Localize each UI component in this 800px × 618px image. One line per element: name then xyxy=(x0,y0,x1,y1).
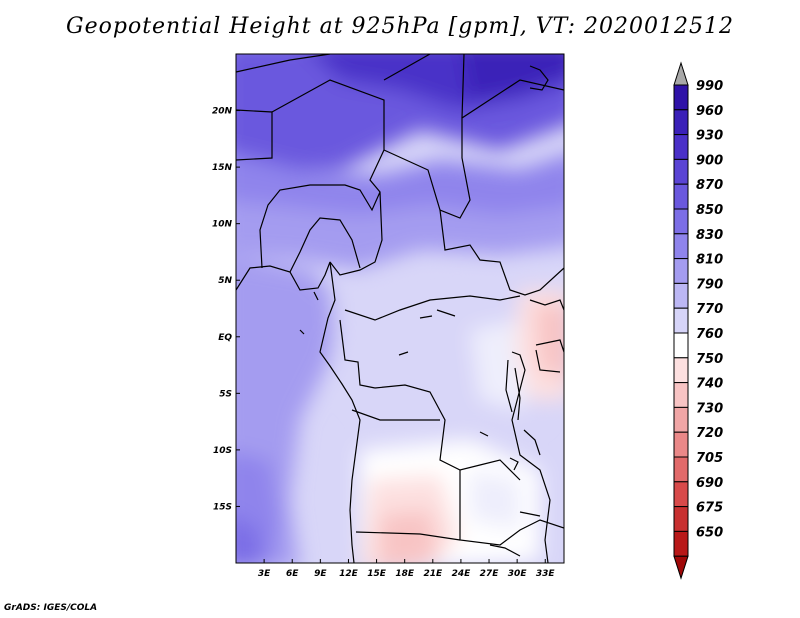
colorbar-label: 705 xyxy=(696,451,723,466)
colorbar-swatch xyxy=(673,84,689,111)
colorbar-label: 770 xyxy=(696,302,723,317)
colorbar-label: 830 xyxy=(696,228,723,243)
y-tick-label: 10S xyxy=(213,446,232,456)
colorbar-swatch xyxy=(673,183,689,210)
colorbar-swatch xyxy=(673,282,689,309)
x-axis: 3E 6E 9E 12E 15E 18E 21E 24E 27E 30E 33E xyxy=(258,559,556,579)
colorbar-swatch xyxy=(673,134,689,160)
colorbar: 990 960 930 900 870 850 830 810 790 770 760 750 740 7… xyxy=(673,61,723,580)
colorbar-label: 650 xyxy=(696,525,723,540)
y-tick-label: EQ xyxy=(218,333,232,343)
x-tick-label: 12E xyxy=(339,569,359,579)
x-tick-label: 9E xyxy=(314,569,327,579)
x-tick-label: 21E xyxy=(423,569,443,579)
x-tick-label: 30E xyxy=(508,569,528,579)
colorbar-swatch xyxy=(673,233,689,260)
colorbar-bottom-arrow xyxy=(673,555,689,580)
y-tick-label: 15N xyxy=(212,163,233,173)
colorbar-swatch xyxy=(673,530,689,557)
colorbar-swatch xyxy=(673,258,689,284)
y-tick-label: 10N xyxy=(212,220,233,230)
colorbar-label: 850 xyxy=(696,203,723,218)
colorbar-label: 760 xyxy=(696,327,723,342)
colorbar-label: 740 xyxy=(696,377,723,392)
colorbar-top-arrow xyxy=(673,61,689,86)
y-tick-label: 20N xyxy=(212,107,233,117)
y-tick-label: 15S xyxy=(213,502,232,512)
y-tick-label: 5N xyxy=(218,276,232,286)
x-tick-label: 33E xyxy=(536,569,556,579)
colorbar-label: 870 xyxy=(696,178,723,193)
colorbar-label: 960 xyxy=(696,104,723,119)
height-field xyxy=(236,54,564,563)
colorbar-label: 750 xyxy=(696,352,723,367)
y-axis: 20N 15N 10N 5N EQ 5S 10S 15S xyxy=(212,107,240,512)
chart-title: Geopotential Height at 925hPa [gpm], VT:… xyxy=(66,14,734,39)
colorbar-label: 690 xyxy=(696,476,723,491)
colorbar-swatch xyxy=(673,208,689,235)
colorbar-label: 730 xyxy=(696,401,723,416)
colorbar-swatch xyxy=(673,357,689,384)
colorbar-label: 720 xyxy=(696,426,723,441)
colorbar-swatch xyxy=(673,109,689,136)
colorbar-swatch xyxy=(673,307,689,334)
colorbar-label: 675 xyxy=(696,501,723,516)
map-frame xyxy=(235,53,565,564)
colorbar-swatch xyxy=(673,158,689,185)
colorbar-label: 810 xyxy=(696,253,723,268)
country-borders xyxy=(236,54,564,563)
x-tick-label: 6E xyxy=(286,569,299,579)
colorbar-label: 900 xyxy=(696,153,723,168)
x-tick-label: 18E xyxy=(395,569,415,579)
x-tick-label: 3E xyxy=(258,569,271,579)
footer-credit: GrADS: IGES/COLA xyxy=(4,603,98,613)
x-tick-label: 15E xyxy=(367,569,387,579)
colorbar-label: 790 xyxy=(696,277,723,292)
x-tick-label: 24E xyxy=(452,569,472,579)
colorbar-swatch xyxy=(673,431,689,458)
colorbar-swatch xyxy=(673,481,689,508)
colorbar-label: 990 xyxy=(696,79,723,94)
colorbar-swatch xyxy=(673,456,689,483)
colorbar-label: 930 xyxy=(696,129,723,144)
colorbar-swatch xyxy=(673,382,689,408)
colorbar-swatch xyxy=(673,332,689,359)
x-tick-label: 27E xyxy=(480,569,500,579)
colorbar-swatch xyxy=(673,506,689,532)
colorbar-swatch xyxy=(673,406,689,433)
y-tick-label: 5S xyxy=(219,389,232,399)
